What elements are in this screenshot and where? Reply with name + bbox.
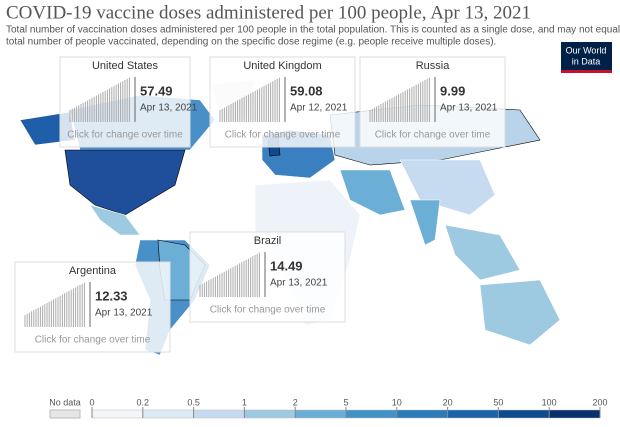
legend-bin [244,409,296,419]
legend-tick-label: 20 [443,397,453,407]
china[interactable] [399,159,496,216]
australia[interactable] [479,279,561,346]
tooltip-date: Apr 13, 2021 [95,308,153,319]
legend-bin [294,409,347,419]
legend-bin [345,409,398,419]
subtitle: total number of people vaccinated, depen… [6,37,496,48]
legend-bin [548,409,601,419]
tooltip-country: Brazil [254,235,282,247]
legend-bin [193,409,245,419]
tooltip-box [59,56,191,148]
tooltip[interactable]: United States 57.49 Apr 13, 2021 Click for … [59,56,198,148]
tooltip-value: 14.49 [270,258,303,273]
tooltip-date: Apr 12, 2021 [290,103,348,114]
tooltip-box [209,56,356,148]
tooltip-value: 59.08 [290,83,323,98]
no-data-swatch [49,409,81,419]
tooltip-date: Apr 13, 2021 [140,103,198,114]
tooltip-date: Apr 13, 2021 [440,103,498,114]
legend-tick-label: 200 [592,397,607,407]
tooltip-action: Click for change over time [210,305,326,316]
logo-text: Our World [566,45,607,55]
no-data-label: No data [49,397,81,407]
legend-bin [447,409,499,419]
legend-tick-label: 0 [89,397,94,407]
legend-bin [498,409,550,419]
legend-bin [396,409,448,419]
tooltip-value: 9.99 [440,83,465,98]
southeast-asia[interactable] [444,224,521,281]
tooltip-country: Argentina [69,265,117,277]
legend-tick-label: 1 [242,397,247,407]
legend-tick-label: 2 [293,397,298,407]
logo-stripe [561,70,612,73]
tooltip[interactable]: United Kingdom 59.08 Apr 12, 2021 Click for… [209,56,356,148]
legend-tick-label: 0.5 [187,397,200,407]
legend-tick-label: 10 [392,397,402,407]
mexico[interactable] [89,204,141,236]
tooltip-country: United Kingdom [243,60,321,72]
india[interactable] [409,199,441,246]
legend-bin [91,409,144,419]
tooltip-date: Apr 13, 2021 [270,278,328,289]
legend-tick-label: 100 [542,397,557,407]
tooltip[interactable]: Argentina 12.33 Apr 13, 2021 Click for chan… [14,261,171,353]
subtitle: Total number of vaccination doses admini… [6,25,620,36]
tooltip-action: Click for change over time [375,130,491,141]
title: COVID-19 vaccine doses administered per … [6,2,531,23]
tooltip-action: Click for change over time [35,335,151,346]
tooltip[interactable]: Brazil 14.49 Apr 13, 2021 Click for change … [189,231,346,323]
tooltip-action: Click for change over time [67,130,183,141]
usa[interactable] [64,149,186,216]
tooltip-value: 57.49 [140,83,173,98]
legend-tick-label: 5 [343,397,348,407]
legend-bin [142,409,194,419]
tooltip[interactable]: Russia 9.99 Apr 13, 2021 Click for change o… [359,56,506,148]
middle-east[interactable] [339,169,406,216]
legend-tick-label: 0.2 [137,397,150,407]
tooltip-value: 12.33 [95,288,128,303]
tooltip-country: Russia [416,60,451,72]
logo[interactable] [561,42,612,72]
legend-tick-label: 50 [493,397,503,407]
tooltip-box [359,56,506,148]
logo-text: in Data [572,56,601,66]
tooltip-action: Click for change over time [225,130,341,141]
tooltip-country: United States [92,60,159,72]
